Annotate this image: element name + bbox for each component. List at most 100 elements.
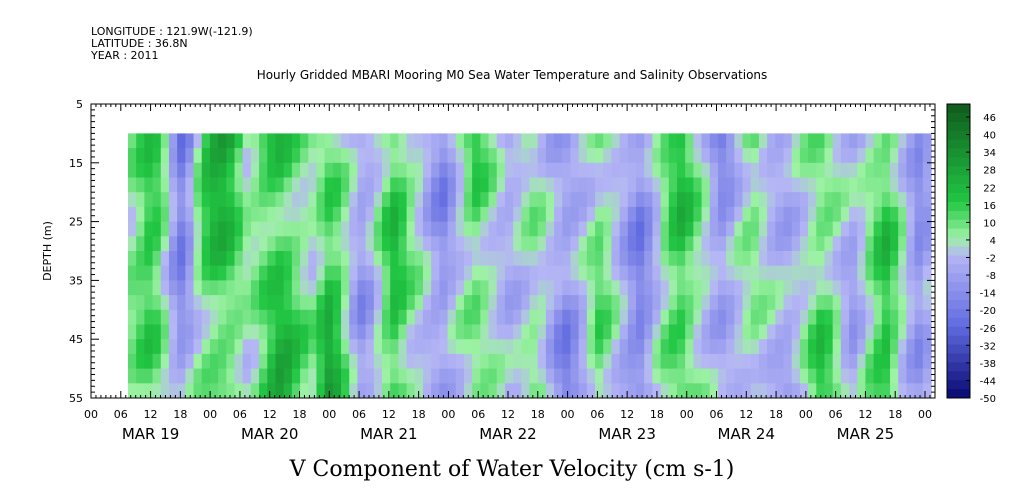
heatmap-cell bbox=[758, 177, 768, 193]
heatmap-cell bbox=[898, 133, 908, 149]
heatmap-cell bbox=[218, 353, 227, 370]
heatmap-cell bbox=[209, 265, 219, 281]
heatmap-cell bbox=[636, 265, 645, 281]
heatmap-cell bbox=[701, 353, 711, 370]
heatmap-cell bbox=[734, 251, 744, 267]
heatmap-cell bbox=[488, 339, 498, 355]
heatmap-cell bbox=[267, 251, 277, 267]
heatmap-cell bbox=[447, 383, 457, 398]
heatmap-cell bbox=[816, 148, 826, 164]
heatmap-cell bbox=[873, 177, 883, 193]
heatmap-cell bbox=[857, 339, 867, 355]
heatmap-cell bbox=[701, 133, 711, 149]
heatmap-cell bbox=[406, 368, 416, 384]
heatmap-cell bbox=[390, 339, 399, 355]
colorbar-label: 10 bbox=[983, 218, 996, 229]
heatmap-cell bbox=[873, 251, 883, 267]
heatmap-cell bbox=[332, 177, 342, 193]
heatmap-cell bbox=[455, 162, 465, 179]
heatmap-cell bbox=[209, 368, 219, 384]
heatmap-cell bbox=[562, 148, 572, 164]
heatmap-cell bbox=[513, 251, 522, 267]
heatmap-cell bbox=[447, 236, 457, 252]
heatmap-cell bbox=[758, 280, 768, 296]
heatmap-cell bbox=[586, 133, 596, 149]
heatmap-cell bbox=[595, 368, 604, 384]
heatmap-cell bbox=[799, 162, 809, 179]
heatmap-cell bbox=[185, 280, 195, 296]
heatmap-cell bbox=[873, 221, 883, 237]
heatmap-cell bbox=[808, 383, 817, 398]
heatmap-cell bbox=[627, 353, 637, 370]
heatmap-cell bbox=[242, 251, 252, 267]
heatmap-cell bbox=[234, 383, 244, 398]
heatmap-cell bbox=[300, 324, 309, 340]
heatmap-cell bbox=[128, 177, 137, 193]
heatmap-cell bbox=[685, 192, 694, 208]
heatmap-cell bbox=[693, 309, 703, 326]
heatmap-cell bbox=[226, 206, 236, 223]
heatmap-cell bbox=[693, 368, 703, 384]
heatmap-cell bbox=[349, 324, 359, 340]
heatmap-cell bbox=[685, 206, 694, 223]
heatmap-cell bbox=[824, 339, 834, 355]
heatmap-cell bbox=[267, 162, 277, 179]
heatmap-cell bbox=[660, 324, 670, 340]
heatmap-cell bbox=[160, 221, 170, 237]
heatmap-cell bbox=[726, 221, 735, 237]
heatmap-cell bbox=[890, 353, 899, 370]
heatmap-cell bbox=[865, 368, 875, 384]
heatmap-cell bbox=[160, 236, 170, 252]
heatmap-cell bbox=[414, 177, 424, 193]
heatmap-cell bbox=[455, 236, 465, 252]
heatmap-cell bbox=[447, 309, 457, 326]
heatmap-cell bbox=[840, 148, 850, 164]
heatmap-cell bbox=[504, 162, 514, 179]
heatmap-cell bbox=[537, 280, 547, 296]
heatmap-cell bbox=[447, 265, 457, 281]
heatmap-cell bbox=[357, 206, 367, 223]
heatmap-cell bbox=[824, 324, 834, 340]
heatmap-cell bbox=[545, 221, 555, 237]
heatmap-cell bbox=[881, 265, 891, 281]
heatmap-cell bbox=[824, 251, 834, 267]
heatmap-cell bbox=[562, 133, 572, 149]
heatmap-cell bbox=[890, 339, 899, 355]
heatmap-cell bbox=[431, 265, 440, 281]
heatmap-cell bbox=[799, 368, 809, 384]
heatmap-cell bbox=[693, 295, 703, 311]
heatmap-cell bbox=[431, 148, 440, 164]
heatmap-cell bbox=[201, 280, 211, 296]
heatmap-cell bbox=[349, 192, 359, 208]
heatmap-cell bbox=[242, 383, 252, 398]
heatmap-cell bbox=[267, 192, 277, 208]
heatmap-cell bbox=[185, 324, 195, 340]
colorbar-band bbox=[947, 210, 970, 221]
heatmap-cell bbox=[775, 251, 785, 267]
x-hour-label: 06 bbox=[471, 408, 485, 421]
heatmap-cell bbox=[906, 368, 916, 384]
heatmap-cell bbox=[922, 148, 932, 164]
heatmap-cell bbox=[242, 265, 252, 281]
heatmap-cell bbox=[881, 309, 891, 326]
heatmap-cell bbox=[226, 251, 236, 267]
colorbar-label: -50 bbox=[980, 394, 996, 405]
heatmap-cell bbox=[758, 383, 768, 398]
heatmap-cell bbox=[128, 162, 137, 179]
heatmap-cell bbox=[914, 192, 924, 208]
heatmap-cell bbox=[209, 280, 219, 296]
heatmap-cell bbox=[922, 221, 932, 237]
heatmap-cell bbox=[676, 295, 686, 311]
heatmap-cell bbox=[357, 280, 367, 296]
heatmap-cell bbox=[218, 309, 227, 326]
heatmap-cell bbox=[832, 162, 842, 179]
heatmap-cell bbox=[242, 324, 252, 340]
heatmap-cell bbox=[521, 221, 531, 237]
heatmap-cell bbox=[816, 339, 826, 355]
heatmap-cell bbox=[406, 324, 416, 340]
heatmap-cell bbox=[250, 251, 260, 267]
heatmap-cell bbox=[341, 265, 350, 281]
heatmap-cell bbox=[595, 280, 604, 296]
x-hour-label: 00 bbox=[84, 408, 98, 421]
